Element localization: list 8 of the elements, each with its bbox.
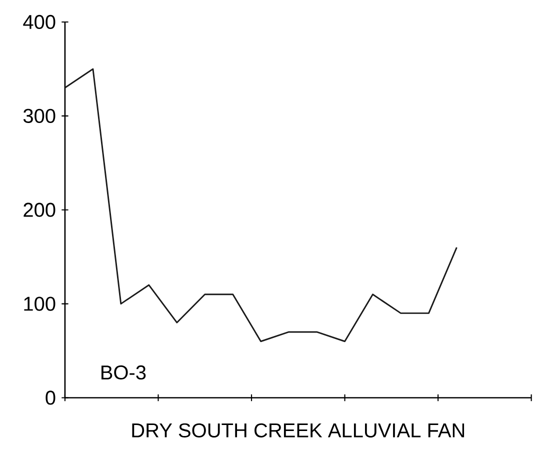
y-tick-label: 200 (24, 202, 56, 218)
y-tick-label: 100 (24, 296, 56, 312)
y-tick-label: 300 (23, 108, 56, 124)
x-axis-title: DRY SOUTH CREEK ALLUVIAL FAN (132, 423, 464, 438)
y-tick-label: 400 (23, 15, 56, 30)
line-series (64, 68, 458, 342)
annotation: BO-3 (102, 366, 146, 380)
y-tick-label: 0 (46, 390, 56, 405)
